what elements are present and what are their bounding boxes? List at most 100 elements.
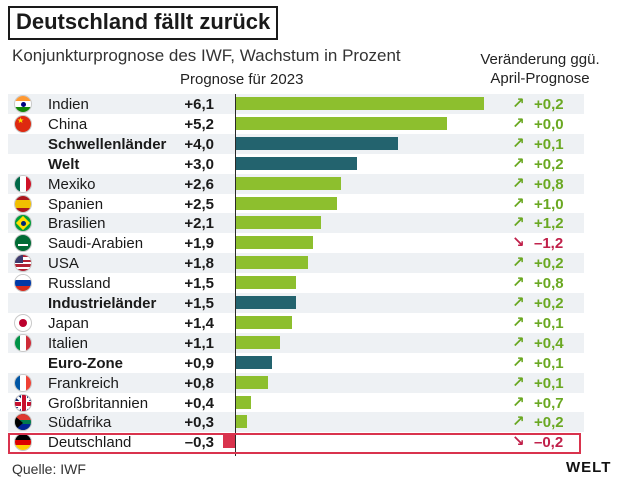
change-value-label: +0,4 [534, 334, 564, 352]
forecast-value-label: +2,1 [184, 215, 214, 233]
chart-row: Euro-Zone +0,9 ↗ +0,1 [0, 353, 631, 373]
arrow-up-right-icon: ↗ [512, 95, 525, 112]
forecast-value-label: +2,5 [184, 195, 214, 213]
forecast-bar [235, 216, 321, 230]
change-value-label: –1,2 [534, 235, 564, 253]
change-header-line2: April-Prognose [490, 70, 590, 87]
forecast-value-label: +5,2 [184, 115, 214, 133]
forecast-bar [235, 156, 358, 170]
forecast-value-label: +1,4 [184, 314, 214, 332]
change-value-label: +0,2 [534, 295, 564, 312]
chart-row: Brasilien +2,1 ↗ +1,2 [0, 213, 631, 234]
forecast-value-label: +1,1 [184, 334, 214, 352]
chart-row: Saudi-Arabien +1,9 ↘ –1,2 [0, 233, 631, 253]
arrow-up-right-icon: ↗ [512, 294, 525, 311]
country-label: Brasilien [48, 215, 106, 233]
flag-russia-icon [14, 274, 32, 293]
change-value-label: +0,1 [534, 374, 564, 392]
chart-row: Indien +6,1 ↗ +0,2 [0, 94, 631, 114]
flag-italy-icon [14, 333, 32, 352]
arrow-up-right-icon: ↗ [512, 114, 525, 132]
arrow-up-right-icon: ↗ [512, 333, 525, 351]
forecast-value-label: +0,9 [184, 354, 214, 372]
country-label: USA [48, 255, 79, 273]
forecast-value-label: +4,0 [184, 135, 214, 153]
country-label: Schwellenländer [48, 135, 167, 153]
flag-south-africa-icon [14, 413, 32, 432]
country-label: Spanien [48, 195, 104, 213]
arrow-up-right-icon: ↗ [512, 373, 525, 391]
forecast-value-label: +1,5 [184, 275, 214, 293]
flag-japan-icon [14, 313, 32, 332]
source-note: Quelle: IWF [12, 461, 86, 477]
welt-logo: WELT [566, 459, 612, 476]
arrow-down-right-icon: ↘ [512, 234, 525, 252]
forecast-value-label: +0,3 [184, 414, 214, 432]
chart-row: Großbritannien +0,4 ↗ +0,7 [0, 393, 631, 413]
forecast-bar [235, 97, 484, 110]
change-value-label: –0,2 [534, 434, 564, 452]
forecast-value-label: +0,4 [184, 394, 214, 412]
flag-mexico-icon [14, 174, 32, 193]
arrow-up-right-icon: ↗ [512, 174, 525, 192]
zero-axis-line [235, 94, 236, 456]
forecast-bar [235, 116, 448, 130]
forecast-bar [235, 196, 338, 210]
arrow-up-right-icon: ↗ [512, 134, 525, 152]
forecast-value-label: +1,5 [184, 295, 214, 312]
chart-row: Japan +1,4 ↗ +0,1 [0, 313, 631, 333]
row-stripe [8, 372, 584, 393]
country-label: Südafrika [48, 414, 112, 432]
country-label: China [48, 115, 88, 133]
forecast-value-label: +6,1 [184, 96, 214, 113]
country-label: Großbritannien [48, 394, 149, 412]
flag-spain-icon [14, 194, 32, 213]
change-value-label: +0,8 [534, 175, 564, 193]
change-value-label: +0,2 [534, 255, 564, 273]
arrow-up-right-icon: ↗ [512, 254, 525, 272]
chart-row: Deutschland –0,3 ↘ –0,2 [0, 432, 631, 452]
chart-row: Russland +1,5 ↗ +0,8 [0, 273, 631, 293]
chart-row: Welt +3,0 ↗ +0,2 [0, 154, 631, 174]
forecast-bar [235, 296, 297, 309]
forecast-bar [235, 276, 297, 290]
forecast-bar [235, 236, 313, 250]
forecast-bar [235, 355, 272, 369]
country-label: Saudi-Arabien [48, 235, 144, 253]
flag-india-icon [14, 95, 32, 113]
chart-row: Mexiko +2,6 ↗ +0,8 [0, 173, 631, 194]
country-label: Indien [48, 96, 89, 113]
change-value-label: +0,1 [534, 314, 564, 332]
forecast-column-header: Prognose für 2023 [180, 71, 304, 88]
forecast-value-label: +3,0 [184, 155, 214, 173]
flag-brazil-icon [14, 214, 32, 233]
forecast-value-label: –0,3 [184, 434, 214, 452]
forecast-value-label: +2,6 [184, 175, 214, 193]
change-value-label: +0,2 [534, 96, 564, 113]
chart-subtitle: Konjunkturprognose des IWF, Wachstum in … [12, 46, 401, 65]
arrow-up-right-icon: ↗ [512, 413, 525, 431]
arrow-up-right-icon: ↗ [512, 214, 525, 232]
forecast-bar [235, 136, 399, 150]
country-label: Industrieländer [48, 295, 157, 312]
germany-highlight-box [8, 433, 581, 454]
change-value-label: +0,0 [534, 115, 564, 133]
country-label: Mexiko [48, 175, 96, 193]
chart-row: USA +1,8 ↗ +0,2 [0, 253, 631, 274]
change-value-label: +1,2 [534, 215, 564, 233]
forecast-bar [235, 176, 342, 190]
arrow-up-right-icon: ↗ [512, 154, 525, 172]
forecast-bar [222, 435, 235, 449]
chart-title: Deutschland fällt zurück [8, 6, 279, 40]
flag-china-icon: ★ [14, 114, 32, 133]
forecast-bar [235, 395, 252, 409]
change-value-label: +0,2 [534, 414, 564, 432]
country-label: Deutschland [48, 434, 132, 452]
chart-row: ★ China +5,2 ↗ +0,0 [0, 114, 631, 134]
country-label: Welt [48, 155, 80, 173]
flag-saudi-arabia-icon [14, 234, 32, 253]
forecast-bar [235, 415, 248, 429]
forecast-bar [235, 256, 309, 270]
change-value-label: +0,7 [534, 394, 564, 412]
change-value-label: +0,2 [534, 155, 564, 173]
